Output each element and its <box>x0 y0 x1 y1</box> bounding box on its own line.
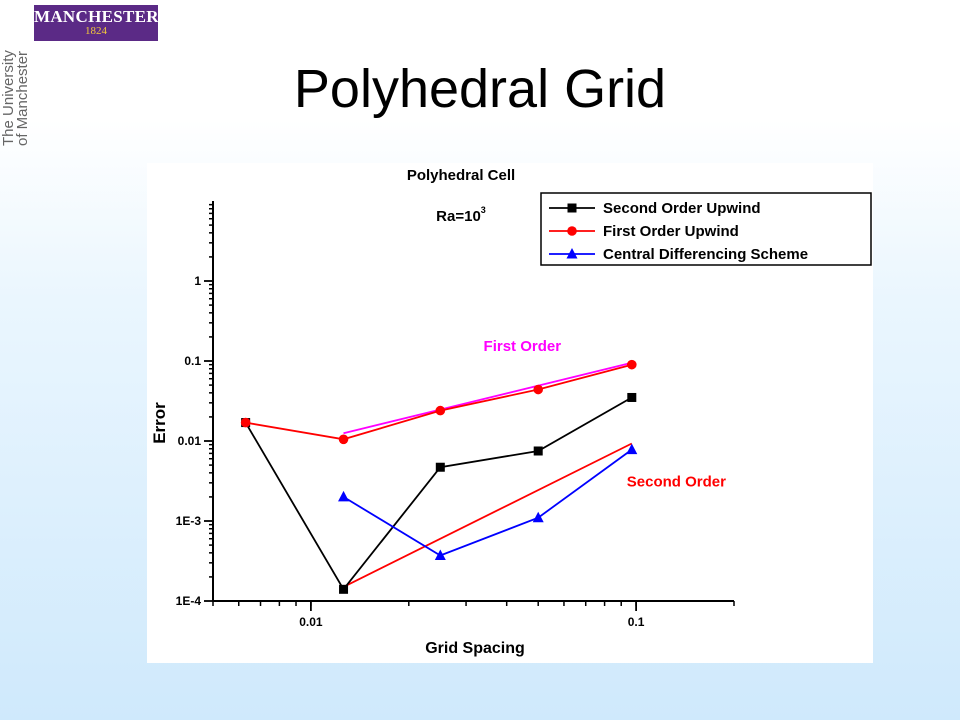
first-order-upwind-point <box>627 359 637 370</box>
legend-marker-central-differencing-scheme <box>566 248 578 259</box>
chart-title: Polyhedral Cell <box>407 167 515 184</box>
error-chart: Polyhedral Cell Ra=103 Grid Spacing Erro… <box>150 167 872 657</box>
central-differencing-scheme-point <box>434 549 446 561</box>
second-order-upwind-point <box>339 584 349 594</box>
second-order-upwind-line <box>244 396 633 591</box>
first-order-reference-line <box>343 361 633 435</box>
y-tick-label: 0.1 <box>184 354 201 368</box>
chart-subtitle-exponent: 3 <box>481 205 486 215</box>
legend-marker-second-order-upwind <box>567 203 577 213</box>
legend-label-first-order-upwind: First Order Upwind <box>603 223 739 240</box>
legend: Second Order Upwind First Order Upwind Cen… <box>540 192 872 266</box>
x-tick-label: 0.1 <box>628 615 645 629</box>
plot-area: 1E-4 1E-3 0.01 0.1 1 0.01 0.1 First Order Second… <box>176 201 735 629</box>
first-order-upwind-line <box>245 363 633 441</box>
chart-panel: Polyhedral Cell Ra=103 Grid Spacing Erro… <box>147 163 873 663</box>
y-tick-label: 1E-4 <box>176 594 202 608</box>
second-order-upwind-point <box>435 462 445 472</box>
legend-box <box>540 192 872 266</box>
y-tick-label: 1E-3 <box>176 514 202 528</box>
second-order-reference-line <box>343 442 633 588</box>
first-order-label: First Order <box>484 338 562 355</box>
chart-subtitle: Ra=103 <box>436 205 486 225</box>
second-order-upwind-point <box>627 392 637 402</box>
legend-marker-first-order-upwind <box>567 226 577 236</box>
central-differencing-scheme-line <box>343 448 633 557</box>
legend-label-central-differencing-scheme: Central Differencing Scheme <box>603 246 808 263</box>
first-order-upwind-point <box>533 384 544 395</box>
central-differencing-scheme-point <box>532 511 544 523</box>
first-order-upwind-point <box>338 434 349 445</box>
second-order-label: Second Order <box>627 474 726 491</box>
university-logo: MANCHESTER 1824 <box>34 5 159 41</box>
first-order-upwind-point <box>435 405 446 416</box>
x-tick-label: 0.01 <box>299 615 323 629</box>
first-order-upwind-point <box>240 417 251 428</box>
x-axis-label: Grid Spacing <box>425 640 525 657</box>
slide-title: Polyhedral Grid <box>293 59 667 119</box>
y-axis-label: Error <box>150 402 169 444</box>
logo-year: 1824 <box>85 25 107 37</box>
y-tick-label: 0.01 <box>178 434 202 448</box>
logo-name: MANCHESTER <box>34 7 159 26</box>
central-differencing-scheme-point <box>338 490 350 502</box>
y-tick-label: 1 <box>194 274 201 288</box>
central-differencing-scheme-point <box>626 443 638 455</box>
chart-subtitle-base: Ra=10 <box>436 208 481 225</box>
second-order-upwind-point <box>533 446 543 456</box>
legend-label-second-order-upwind: Second Order Upwind <box>603 200 761 217</box>
